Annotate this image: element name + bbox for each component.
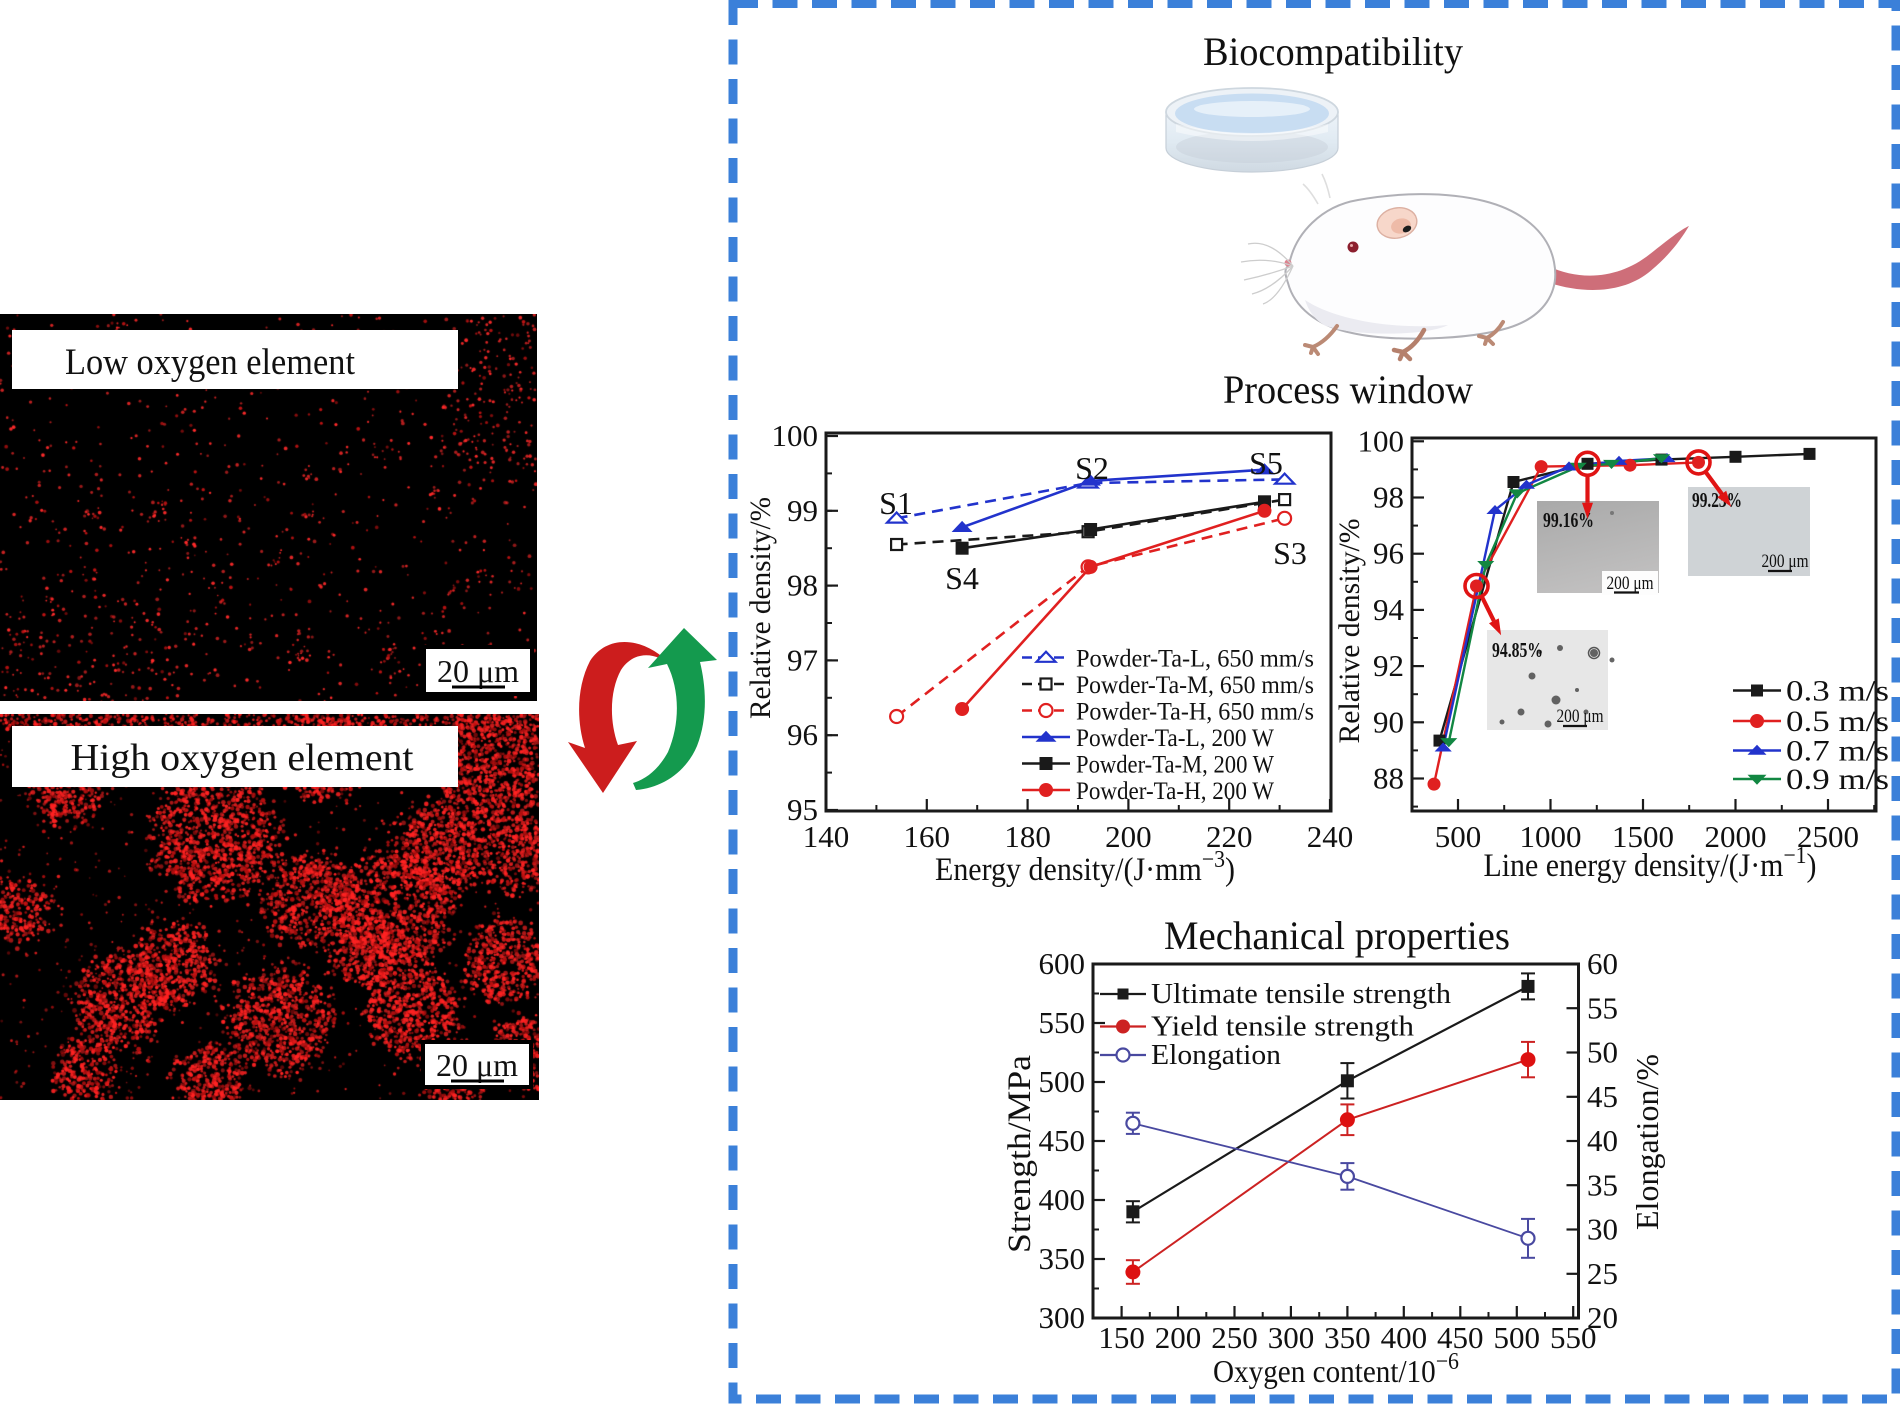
svg-text:20: 20	[1587, 1300, 1618, 1335]
svg-text:350: 350	[1039, 1241, 1086, 1276]
svg-text:45: 45	[1587, 1079, 1618, 1114]
svg-text:S1: S1	[879, 485, 913, 521]
svg-text:50: 50	[1587, 1035, 1618, 1070]
svg-text:240: 240	[1307, 819, 1354, 854]
svg-text:25: 25	[1587, 1256, 1618, 1291]
svg-text:92: 92	[1373, 648, 1404, 683]
svg-text:90: 90	[1373, 704, 1404, 739]
svg-text:Yield tensile strength: Yield tensile strength	[1151, 1011, 1415, 1043]
svg-text:Relative density/%: Relative density/%	[1333, 519, 1366, 744]
svg-text:S5: S5	[1249, 445, 1283, 481]
svg-text:94.85%: 94.85%	[1492, 638, 1543, 662]
svg-text:S3: S3	[1273, 535, 1307, 571]
svg-text:1000: 1000	[1520, 819, 1582, 854]
svg-text:97: 97	[787, 642, 818, 677]
svg-text:40: 40	[1587, 1123, 1618, 1158]
svg-text:Elongation: Elongation	[1151, 1039, 1282, 1071]
svg-text:450: 450	[1437, 1320, 1484, 1355]
svg-text:99: 99	[787, 493, 818, 528]
svg-text:2500: 2500	[1797, 819, 1859, 854]
svg-text:S2: S2	[1075, 450, 1109, 486]
svg-text:Elongation/%: Elongation/%	[1629, 1054, 1665, 1230]
svg-text:300: 300	[1039, 1300, 1086, 1335]
svg-text:150: 150	[1098, 1320, 1145, 1355]
svg-text:Powder-Ta-L, 200 W: Powder-Ta-L, 200 W	[1076, 723, 1275, 752]
svg-text:S4: S4	[945, 560, 979, 596]
svg-text:220: 220	[1206, 819, 1253, 854]
svg-text:Powder-Ta-H, 650 mm/s: Powder-Ta-H, 650 mm/s	[1076, 697, 1314, 726]
svg-text:99.23%: 99.23%	[1692, 488, 1742, 512]
svg-text:20 μm: 20 μm	[436, 1047, 518, 1083]
svg-text:35: 35	[1587, 1167, 1618, 1202]
svg-text:20 μm: 20 μm	[437, 653, 519, 689]
svg-text:88: 88	[1373, 761, 1404, 796]
svg-text:Process window: Process window	[1223, 367, 1473, 412]
svg-text:350: 350	[1324, 1320, 1371, 1355]
svg-text:1500: 1500	[1612, 819, 1674, 854]
svg-text:0.5 m/s: 0.5 m/s	[1786, 705, 1889, 738]
svg-text:160: 160	[904, 819, 951, 854]
svg-text:Oxygen content/10−6: Oxygen content/10−6	[1213, 1349, 1459, 1389]
svg-text:2000: 2000	[1705, 819, 1767, 854]
svg-text:100: 100	[772, 418, 819, 453]
svg-text:Ultimate tensile strength: Ultimate tensile strength	[1151, 978, 1452, 1010]
svg-text:400: 400	[1381, 1320, 1428, 1355]
svg-text:Powder-Ta-M, 200 W: Powder-Ta-M, 200 W	[1076, 750, 1275, 779]
svg-text:200 μm: 200 μm	[1762, 551, 1809, 572]
svg-text:94: 94	[1373, 592, 1405, 627]
svg-text:550: 550	[1550, 1320, 1597, 1355]
svg-text:Mechanical properties: Mechanical properties	[1164, 913, 1510, 958]
svg-text:0.3 m/s: 0.3 m/s	[1786, 675, 1889, 708]
svg-text:400: 400	[1039, 1182, 1086, 1217]
svg-text:100: 100	[1358, 423, 1405, 458]
svg-text:200 μm: 200 μm	[1607, 573, 1654, 594]
svg-text:300: 300	[1268, 1320, 1315, 1355]
svg-text:140: 140	[803, 819, 850, 854]
svg-text:600: 600	[1039, 946, 1086, 981]
svg-text:250: 250	[1211, 1320, 1258, 1355]
svg-text:98: 98	[787, 568, 818, 603]
svg-text:95: 95	[787, 792, 818, 827]
svg-text:450: 450	[1039, 1123, 1086, 1158]
svg-text:200: 200	[1155, 1320, 1202, 1355]
svg-text:180: 180	[1004, 819, 1051, 854]
svg-text:Biocompatibility: Biocompatibility	[1203, 29, 1463, 74]
svg-text:Line energy density/(J·m−1): Line energy density/(J·m−1)	[1484, 843, 1817, 884]
svg-text:55: 55	[1587, 990, 1618, 1025]
svg-text:500: 500	[1435, 819, 1482, 854]
svg-text:550: 550	[1039, 1005, 1086, 1040]
svg-text:0.9 m/s: 0.9 m/s	[1786, 763, 1889, 796]
svg-text:60: 60	[1587, 946, 1618, 981]
svg-text:Relative density/%: Relative density/%	[744, 497, 777, 719]
svg-text:98: 98	[1373, 480, 1404, 515]
svg-text:Powder-Ta-H, 200 W: Powder-Ta-H, 200 W	[1076, 776, 1275, 805]
svg-text:High oxygen element: High oxygen element	[71, 737, 414, 779]
svg-text:Strength/MPa: Strength/MPa	[1002, 1055, 1038, 1253]
svg-text:200: 200	[1105, 819, 1152, 854]
svg-text:500: 500	[1039, 1064, 1086, 1099]
svg-text:Low oxygen element: Low oxygen element	[65, 342, 356, 383]
svg-text:30: 30	[1587, 1212, 1618, 1247]
svg-text:Powder-Ta-M, 650 mm/s: Powder-Ta-M, 650 mm/s	[1076, 670, 1314, 699]
svg-text:Energy density/(J·mm−3): Energy density/(J·mm−3)	[935, 847, 1235, 888]
svg-text:Powder-Ta-L, 650 mm/s: Powder-Ta-L, 650 mm/s	[1076, 644, 1314, 673]
svg-text:96: 96	[1373, 536, 1404, 571]
svg-text:500: 500	[1494, 1320, 1541, 1355]
svg-text:0.7 m/s: 0.7 m/s	[1786, 735, 1889, 768]
svg-text:200 μm: 200 μm	[1557, 706, 1604, 727]
svg-text:96: 96	[787, 717, 818, 752]
